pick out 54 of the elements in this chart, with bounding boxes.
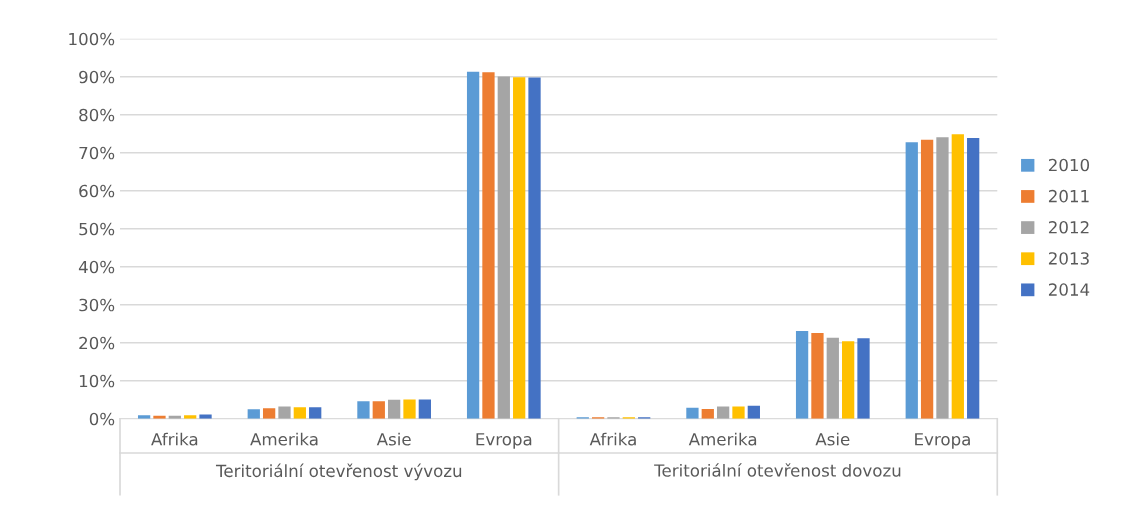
y-tick-label: 50% bbox=[79, 222, 115, 236]
legend-label: 2014 bbox=[1048, 283, 1090, 296]
bar bbox=[497, 76, 510, 419]
bar bbox=[905, 142, 918, 419]
legend-label: 2012 bbox=[1048, 221, 1089, 234]
bar bbox=[951, 134, 964, 419]
x-tick-label: Evropa bbox=[915, 433, 970, 449]
y-tick-label: 90% bbox=[79, 70, 115, 84]
bar bbox=[482, 72, 495, 419]
bar bbox=[811, 332, 824, 419]
x-tick-label: Afrika bbox=[589, 432, 636, 446]
y-tick-label: 0% bbox=[89, 412, 115, 426]
bar bbox=[262, 408, 276, 419]
x-tick-label: Amerika bbox=[688, 432, 757, 446]
text: Teritoriální otevřenost dovozu bbox=[654, 463, 901, 477]
bar bbox=[795, 330, 809, 419]
y-tick-label: 80% bbox=[79, 108, 115, 122]
bar bbox=[418, 399, 431, 419]
x-tick-label: Asie bbox=[376, 432, 411, 446]
bar bbox=[513, 77, 526, 419]
y-tick-label: 20% bbox=[79, 336, 115, 350]
bar bbox=[466, 71, 480, 419]
bar bbox=[278, 406, 291, 419]
bar bbox=[732, 406, 745, 419]
bar bbox=[826, 337, 839, 419]
x-tick-label: Afrika bbox=[151, 432, 198, 446]
bar bbox=[372, 401, 385, 419]
y-tick-label: 10% bbox=[79, 374, 115, 388]
bar bbox=[388, 399, 401, 419]
bar bbox=[842, 341, 855, 419]
bar bbox=[293, 407, 306, 419]
x-tick-label: Asie bbox=[815, 432, 850, 446]
bar bbox=[920, 139, 934, 419]
bar bbox=[747, 405, 760, 419]
text: Teritoriální otevřenost vývozu bbox=[215, 463, 462, 481]
y-tick-label: 40% bbox=[78, 260, 115, 274]
bar bbox=[247, 409, 260, 419]
bar bbox=[309, 407, 322, 419]
legend-label: 2010 bbox=[1048, 158, 1090, 172]
bar bbox=[857, 338, 870, 419]
bar bbox=[528, 77, 541, 419]
bar bbox=[403, 399, 416, 419]
x-tick-label: Amerika bbox=[250, 432, 318, 446]
bar bbox=[967, 137, 980, 419]
bar bbox=[357, 401, 370, 419]
y-tick-label: 60% bbox=[79, 184, 115, 198]
x-tick-label: Evropa bbox=[476, 433, 532, 449]
bar bbox=[936, 137, 949, 419]
y-tick-label: 30% bbox=[79, 298, 115, 312]
legend-label: 2013 bbox=[1048, 252, 1089, 265]
y-tick-label: 100% bbox=[69, 32, 115, 46]
bar bbox=[686, 407, 699, 419]
legend-label: 2011 bbox=[1048, 189, 1089, 203]
y-tick-label: 70% bbox=[79, 146, 115, 160]
